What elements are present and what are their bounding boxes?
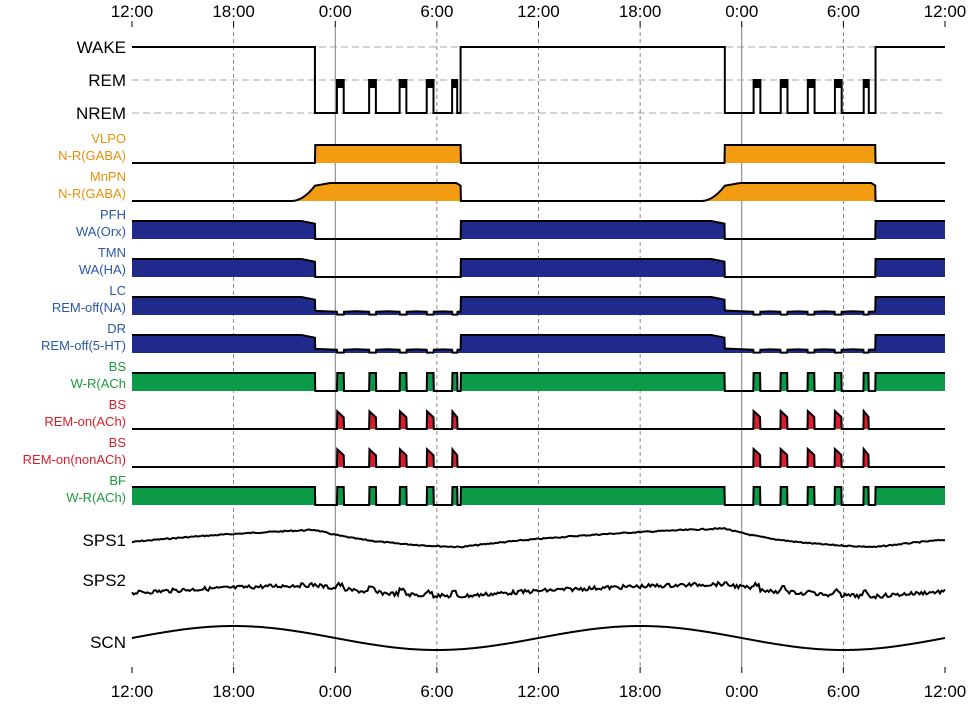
row-label-name: BS [109,435,127,450]
bottom-tick-label: 18:00 [619,682,662,701]
signal-scn: SCN [90,625,946,652]
rem-episode-marker [807,80,815,88]
signal-label-scn: SCN [90,633,126,652]
row-label-sub: W-R(ACh [71,376,126,391]
row-label-name: PFH [100,207,126,222]
bottom-tick-label: 6:00 [827,682,860,701]
row-label-sub: WA(HA) [79,262,126,277]
neuron-activity-rows: VLPO N-R(GABA) MnPN N-R(GABA) PFH WA(Orx) TMN W… [23,131,945,506]
top-tick-label: 12:00 [517,2,560,21]
row-label-sub: N-R(GABA) [58,148,126,163]
activity-trace [132,258,945,278]
row-label-name: DR [107,321,126,336]
bottom-tick-label: 0:00 [725,682,758,701]
activity-row-bs-8: BS REM-on(nonACh) [23,435,945,468]
rem-episode-marker [399,80,407,88]
signal-trace-sps2 [131,580,946,600]
activity-fill [132,335,945,353]
signal-sps2: SPS2 [83,571,946,600]
activity-trace [132,144,945,164]
activity-fill [132,373,945,391]
row-label-name: BF [109,473,126,488]
activity-fill [132,297,945,315]
row-label-name: TMN [98,245,126,260]
bottom-tick-label: 12:00 [924,682,967,701]
bottom-tick-label: 18:00 [212,682,255,701]
activity-trace [132,296,945,316]
activity-trace [132,220,945,240]
signal-sps1: SPS1 [83,527,946,550]
activity-fill [132,145,945,163]
hypnogram-label-wake: WAKE [77,38,126,57]
signal-trace-scn [131,625,946,651]
rem-episode-marker [834,80,842,88]
row-label-sub: REM-off(5-HT) [41,338,126,353]
activity-row-mnpn-1: MnPN N-R(GABA) [58,169,945,202]
signal-label-sps2: SPS2 [83,571,126,590]
rem-episode-marker [753,80,761,88]
activity-trace [132,446,945,468]
top-tick-label: 18:00 [212,2,255,21]
row-label-name: MnPN [90,169,126,184]
signal-label-sps1: SPS1 [83,531,126,550]
row-label-name: BS [109,397,127,412]
bottom-tick-label: 12:00 [517,682,560,701]
top-tick-label: 18:00 [619,2,662,21]
row-label-name: BS [109,359,127,374]
top-tick-label: 0:00 [319,2,352,21]
activity-row-dr-5: DR REM-off(5-HT) [41,321,945,354]
row-label-sub: REM-on(nonACh) [23,452,126,467]
signal-traces: SPS1 SPS2 SCN [83,527,946,652]
hypnogram-label-nrem: NREM [76,104,126,123]
activity-trace [132,334,945,354]
activity-fill [132,221,945,239]
bottom-tick-label: 6:00 [420,682,453,701]
row-label-name: LC [109,283,126,298]
activity-row-vlpo-0: VLPO N-R(GABA) [58,131,945,164]
row-label-sub: N-R(GABA) [58,186,126,201]
activity-fill [132,183,945,201]
top-tick-label: 12:00 [924,2,967,21]
rem-episode-marker [452,80,458,88]
activity-row-bf-9: BF W-R(ACh) [66,473,945,506]
hypnogram: WAKE REM NREM [76,38,945,123]
rem-episode-marker [780,80,788,88]
rem-episode-marker [863,80,869,88]
hypnogram-label-rem: REM [88,71,126,90]
row-label-name: VLPO [91,131,126,146]
activity-row-bs-6: BS W-R(ACh [71,359,945,392]
bottom-time-axis: 12:00 18:00 0:00 6:00 12:00 18:00 0:00 6:00 12:0… [111,667,967,701]
top-time-axis: 12:00 18:00 0:00 6:00 12:00 18:00 0:00 6:00 12:0… [111,2,967,27]
activity-fill [132,259,945,277]
top-tick-label: 12:00 [111,2,154,21]
activity-row-pfh-2: PFH WA(Orx) [76,207,945,240]
activity-fill [132,487,945,505]
activity-trace [132,182,945,202]
grid-lines [233,25,844,668]
bottom-tick-label: 0:00 [319,682,352,701]
row-label-sub: WA(Orx) [76,224,126,239]
rem-episode-marker [336,80,344,88]
top-tick-label: 6:00 [827,2,860,21]
top-tick-label: 6:00 [420,2,453,21]
activity-row-lc-4: LC REM-off(NA) [52,283,945,316]
activity-trace [132,486,945,506]
signal-trace-sps1 [131,527,946,549]
top-tick-label: 0:00 [725,2,758,21]
rem-episode-marker [369,80,376,88]
activity-trace [132,372,945,392]
activity-fill [132,449,945,467]
row-label-sub: W-R(ACh) [66,490,126,505]
row-label-sub: REM-off(NA) [52,300,126,315]
row-label-sub: REM-on(ACh) [44,414,126,429]
activity-row-tmn-3: TMN WA(HA) [79,245,945,278]
activity-row-bs-7: BS REM-on(ACh) [44,397,945,430]
activity-trace [132,408,945,430]
bottom-tick-label: 12:00 [111,682,154,701]
rem-episode-marker [426,80,434,88]
